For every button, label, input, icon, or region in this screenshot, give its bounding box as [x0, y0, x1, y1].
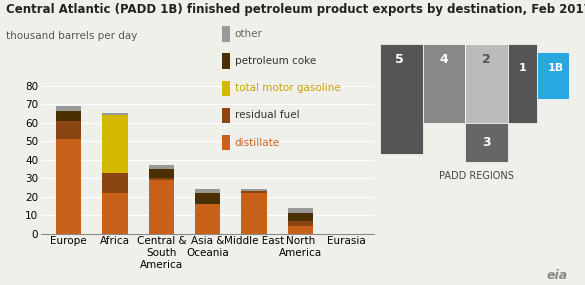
FancyBboxPatch shape: [465, 44, 508, 123]
Bar: [56, 121, 81, 139]
Bar: [195, 189, 221, 193]
Text: total motor gasoline: total motor gasoline: [235, 83, 340, 93]
Text: PADD REGIONS: PADD REGIONS: [439, 170, 514, 181]
Bar: [241, 191, 267, 193]
Bar: [288, 213, 313, 221]
Bar: [56, 106, 81, 111]
Bar: [102, 193, 128, 234]
Bar: [288, 208, 313, 213]
Text: petroleum coke: petroleum coke: [235, 56, 316, 66]
Text: 1B: 1B: [548, 63, 564, 73]
FancyBboxPatch shape: [465, 123, 508, 162]
Bar: [56, 111, 81, 121]
Bar: [195, 193, 221, 204]
Text: 4: 4: [439, 53, 448, 66]
Text: other: other: [235, 29, 263, 39]
Bar: [149, 178, 174, 180]
Text: distillate: distillate: [235, 137, 280, 148]
Text: 1: 1: [518, 63, 526, 73]
Text: residual fuel: residual fuel: [235, 110, 299, 121]
Bar: [102, 115, 128, 172]
Bar: [149, 165, 174, 169]
Bar: [102, 172, 128, 193]
Bar: [288, 226, 313, 234]
Bar: [241, 193, 267, 234]
Bar: [195, 204, 221, 234]
Bar: [102, 113, 128, 115]
Text: 5: 5: [395, 53, 404, 66]
FancyBboxPatch shape: [380, 44, 423, 154]
Text: Central Atlantic (PADD 1B) finished petroleum product exports by destination, Fe: Central Atlantic (PADD 1B) finished petr…: [6, 3, 585, 16]
Bar: [149, 180, 174, 234]
FancyBboxPatch shape: [423, 44, 465, 123]
FancyBboxPatch shape: [536, 52, 569, 99]
Bar: [288, 221, 313, 226]
FancyBboxPatch shape: [508, 44, 536, 123]
Text: thousand barrels per day: thousand barrels per day: [6, 31, 137, 41]
Text: eia: eia: [546, 269, 567, 282]
Text: 3: 3: [482, 137, 491, 149]
Bar: [241, 189, 267, 191]
Bar: [149, 169, 174, 178]
Text: 2: 2: [482, 53, 491, 66]
Bar: [56, 139, 81, 234]
